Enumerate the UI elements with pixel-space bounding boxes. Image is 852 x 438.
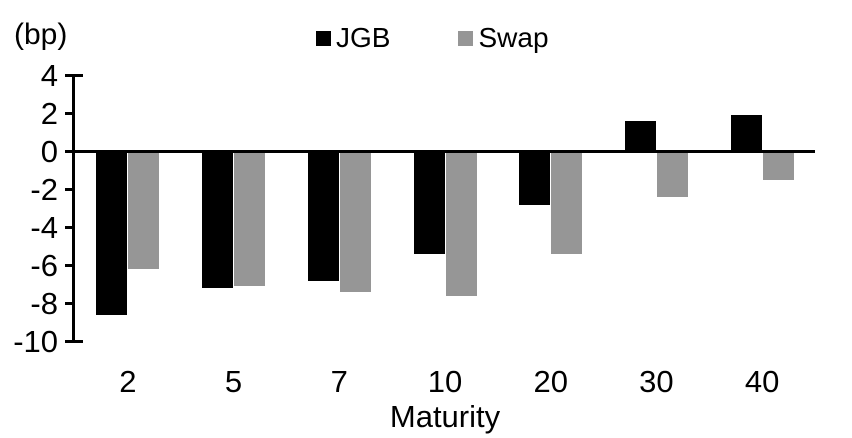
swap-legend-swatch-icon	[458, 30, 474, 46]
x-axis-title: Maturity	[389, 399, 501, 434]
bar-jgb-2	[96, 151, 128, 315]
y-axis-line	[72, 74, 75, 343]
bar-swap-20	[551, 151, 583, 255]
y-axis-tick-label: -10	[13, 324, 58, 359]
y-axis-tick-mark	[65, 112, 75, 115]
bar-jgb-20	[519, 151, 551, 205]
bar-swap-5	[234, 151, 266, 287]
x-axis-tick-label: 10	[427, 364, 463, 399]
y-axis-tick-mark	[65, 302, 75, 305]
legend-item-jgb: JGB	[316, 23, 390, 53]
bar-jgb-7	[307, 151, 339, 281]
y-axis-unit-label: (bp)	[14, 18, 68, 51]
x-axis-tick-label: 30	[639, 364, 674, 399]
x-axis-tick-label: 5	[224, 364, 243, 399]
legend-item-swap: Swap	[458, 22, 549, 53]
bar-swap-30	[656, 151, 688, 198]
jgb-legend-swatch-icon	[316, 30, 331, 46]
y-axis-tick-label: -8	[30, 286, 58, 321]
bar-jgb-30	[624, 121, 656, 152]
y-axis-tick-label: -2	[30, 172, 58, 207]
y-axis-tick-mark	[65, 188, 75, 191]
bar-swap-7	[339, 151, 371, 293]
jgb-legend-label: JGB	[336, 22, 391, 53]
x-axis-tick-label: 7	[330, 364, 348, 399]
y-axis-tick-label: 2	[40, 96, 58, 131]
bar-swap-40	[762, 151, 794, 180]
y-axis-tick-mark	[65, 226, 75, 229]
y-axis-tick-label: 4	[40, 58, 58, 93]
x-axis-zero-line	[75, 150, 815, 153]
y-axis-tick-mark	[65, 150, 75, 153]
swap-legend-label: Swap	[478, 22, 549, 53]
bar-jgb-40	[730, 115, 762, 152]
x-axis-tick-label: 20	[533, 364, 568, 399]
bar-jgb-5	[202, 151, 234, 289]
bar-jgb-10	[413, 151, 445, 255]
bar-swap-2	[128, 151, 160, 270]
x-axis-tick-label: 2	[119, 364, 137, 399]
y-axis-tick-label: -6	[30, 248, 58, 283]
y-axis-tick-mark	[65, 264, 75, 267]
legend: JGB Swap	[316, 23, 549, 53]
y-axis-tick-label: -4	[30, 210, 58, 245]
y-axis-tick-label: 0	[40, 134, 58, 169]
x-axis-tick-label: 40	[744, 364, 780, 399]
bar-swap-10	[445, 151, 477, 296]
